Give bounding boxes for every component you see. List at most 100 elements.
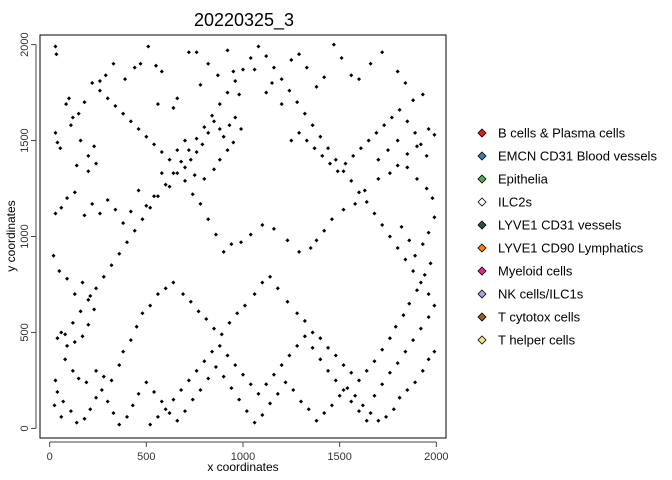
data-point: [90, 201, 95, 206]
data-point: [167, 184, 172, 189]
data-point: [175, 418, 180, 423]
data-point: [403, 80, 408, 86]
data-point: [121, 349, 126, 354]
data-point: [275, 391, 280, 396]
data-point: [349, 370, 354, 375]
data-point: [136, 391, 141, 396]
data-point: [225, 148, 230, 153]
data-point: [376, 157, 381, 162]
data-point: [155, 102, 160, 107]
data-point: [295, 100, 300, 105]
y-tick-label: 500: [19, 323, 31, 341]
data-point: [389, 115, 394, 120]
data-point: [70, 368, 75, 373]
data-point: [310, 345, 315, 350]
data-point: [181, 292, 186, 297]
legend-label: NK cells/ILC1s: [498, 287, 584, 302]
data-point: [186, 378, 191, 383]
data-point: [163, 286, 168, 291]
data-point: [331, 42, 336, 47]
data-point: [153, 63, 159, 68]
data-point: [372, 359, 377, 364]
legend: B cells & Plasma cells EMCN CD31 Blood ve…: [477, 126, 657, 348]
data-point: [368, 61, 373, 66]
data-point: [248, 56, 253, 61]
data-point: [405, 119, 410, 124]
data-point: [55, 336, 60, 341]
data-point: [318, 357, 323, 362]
data-point: [198, 387, 203, 393]
data-point: [80, 280, 85, 285]
data-point: [63, 332, 68, 337]
data-point: [306, 407, 311, 412]
data-point: [256, 391, 261, 396]
data-point: [380, 382, 385, 387]
data-point: [362, 188, 367, 193]
data-point: [424, 186, 429, 191]
data-point: [268, 274, 273, 279]
data-point: [148, 303, 153, 308]
x-tick-label: 0: [47, 451, 53, 463]
data-point: [333, 157, 338, 162]
data-point: [372, 211, 377, 216]
y-tick-label: 0: [19, 425, 31, 431]
data-point: [380, 222, 385, 228]
data-point: [206, 217, 211, 222]
data-point: [239, 127, 244, 132]
data-point: [144, 203, 149, 208]
data-point: [167, 411, 172, 416]
data-point: [387, 370, 392, 375]
data-point: [403, 257, 408, 262]
data-point: [349, 178, 354, 183]
data-point: [382, 123, 387, 128]
data-point: [333, 353, 338, 358]
data-point: [407, 238, 412, 243]
data-point: [271, 372, 276, 377]
data-point: [413, 380, 418, 385]
data-point: [356, 409, 362, 414]
data-point: [61, 399, 66, 404]
data-point: [84, 380, 89, 385]
data-point: [186, 50, 191, 55]
data-point: [225, 353, 230, 358]
data-point: [78, 309, 83, 314]
data-point: [395, 163, 400, 168]
data-point: [59, 205, 64, 210]
data-point: [210, 113, 215, 118]
data-point: [314, 418, 319, 423]
data-point: [152, 194, 157, 199]
data-point: [53, 378, 58, 383]
data-point: [395, 138, 400, 143]
legend-swatch: [477, 220, 487, 230]
data-point: [217, 157, 222, 162]
data-point: [260, 280, 265, 285]
data-point: [314, 238, 319, 243]
data-point: [92, 144, 97, 149]
data-point: [190, 192, 195, 197]
data-point: [86, 322, 91, 327]
data-point: [326, 146, 331, 151]
legend-label: B cells & Plasma cells: [498, 126, 626, 141]
data-point: [105, 198, 110, 203]
data-point: [103, 73, 108, 78]
data-point: [411, 98, 416, 103]
data-point: [358, 146, 363, 151]
data-point: [66, 96, 72, 101]
legend-swatch: [477, 312, 487, 322]
data-point: [65, 343, 70, 348]
data-point: [198, 201, 203, 206]
data-point: [159, 399, 164, 404]
data-point: [221, 249, 226, 254]
data-point: [217, 127, 222, 132]
data-point: [269, 80, 275, 86]
legend-label: T helper cells: [498, 333, 576, 348]
data-point: [55, 389, 60, 394]
data-point: [233, 79, 238, 84]
data-point: [163, 407, 168, 412]
data-point: [397, 107, 402, 112]
data-point: [63, 357, 68, 362]
data-point: [252, 67, 257, 72]
data-point: [432, 132, 437, 137]
data-point: [88, 407, 93, 412]
data-point: [244, 409, 249, 414]
